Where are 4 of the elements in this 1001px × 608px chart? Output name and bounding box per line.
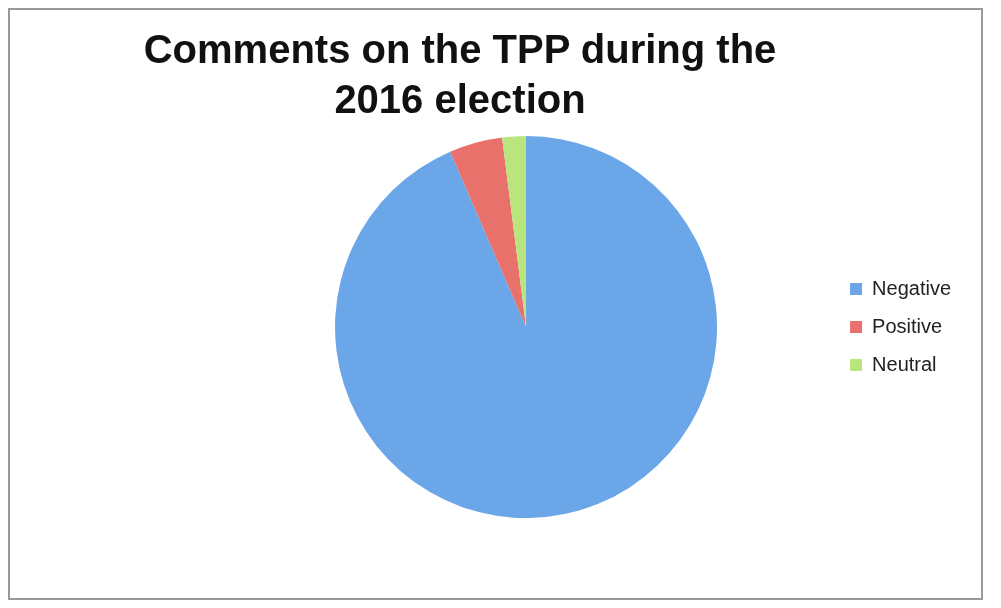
legend-label: Positive bbox=[872, 314, 943, 337]
chart-title: Comments on the TPP during the 2016 election bbox=[142, 26, 778, 123]
legend-label: Negative bbox=[872, 276, 951, 299]
legend-label: Neutral bbox=[872, 352, 937, 375]
